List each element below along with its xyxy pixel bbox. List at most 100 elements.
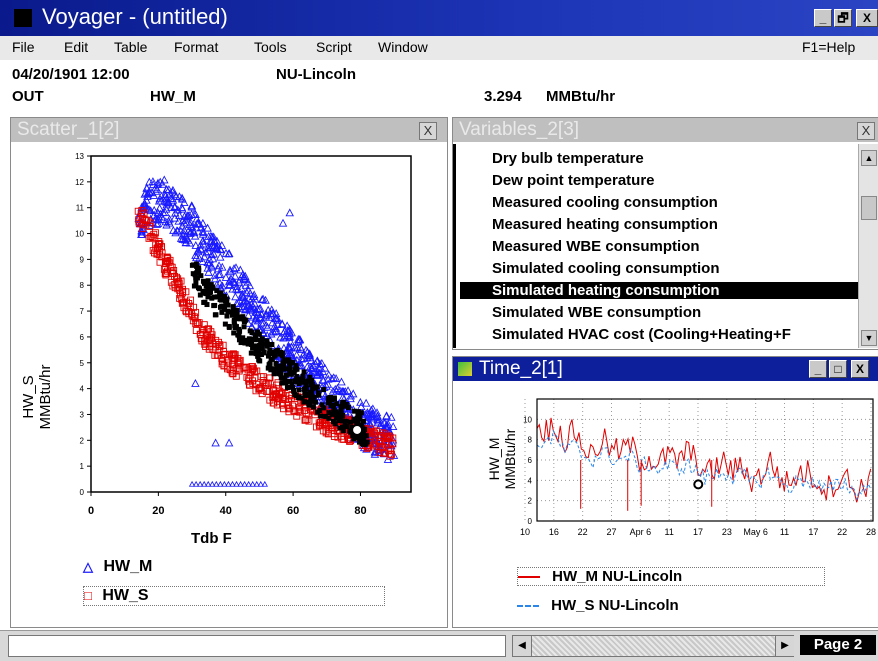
minimize-button[interactable]: _ [814, 9, 832, 27]
dense-overlap-point [331, 402, 337, 408]
hw-m-point [225, 275, 235, 284]
variable-item[interactable]: Measured cooling consumption [492, 194, 718, 211]
scroll-right-arrow-icon[interactable]: ▶ [775, 636, 794, 656]
dense-overlap-point [351, 408, 357, 414]
hw-m-point [154, 212, 164, 221]
variable-item[interactable]: Dew point temperature [492, 172, 655, 189]
hw-m-point [224, 281, 234, 290]
scatter-y-tick-label: 13 [75, 152, 84, 161]
app-icon[interactable] [14, 9, 32, 27]
time-close-button[interactable]: X [851, 360, 869, 378]
variables-title-bar[interactable]: Variables_2[3] [453, 118, 878, 142]
hw-s-point [240, 364, 248, 372]
scroll-up-arrow-icon[interactable]: ▲ [861, 150, 877, 166]
close-app-button[interactable]: X [856, 9, 878, 27]
hw-m-point [232, 282, 242, 290]
scatter-y-tick-label: 9 [80, 255, 85, 264]
time-title-bar[interactable]: Time_2[1] [453, 357, 878, 381]
page-indicator[interactable]: Page 2 [800, 635, 876, 655]
hw-s-point [232, 372, 240, 380]
scroll-left-arrow-icon[interactable]: ◀ [513, 636, 532, 656]
scatter-close-button[interactable]: X [419, 122, 437, 140]
variable-item[interactable]: Simulated cooling consumption [492, 260, 720, 277]
menu-file[interactable]: File [12, 39, 35, 55]
hw-m-point [170, 202, 180, 210]
hw-s-point [189, 317, 197, 325]
hw-m-point [143, 192, 152, 200]
hw-m-point [245, 288, 255, 297]
dense-overlap-point [230, 312, 236, 318]
hw-s-point [260, 379, 268, 386]
variable-item[interactable]: Measured WBE consumption [492, 238, 700, 255]
dense-overlap-point [241, 317, 247, 323]
variable-item[interactable]: Simulated WBE consumption [492, 304, 702, 321]
menu-window[interactable]: Window [378, 39, 428, 55]
dense-overlap-point [356, 439, 362, 445]
time-x-tick-label: 11 [780, 527, 789, 537]
hw-m-point [375, 421, 385, 429]
dense-overlap-point [325, 396, 331, 402]
variable-item-selected[interactable]: Simulated heating consumption [460, 282, 878, 299]
time-minimize-button[interactable]: _ [809, 360, 827, 378]
menu-bar: File Edit Table Format Tools Script Wind… [0, 36, 878, 60]
dense-overlap-point [363, 433, 369, 439]
dense-overlap-point [302, 389, 308, 395]
dense-overlap-point [208, 282, 214, 288]
dense-overlap-point [222, 306, 228, 312]
dense-overlap-point [277, 364, 283, 370]
dense-overlap-point [281, 366, 287, 372]
dense-overlap-point [248, 340, 254, 346]
restore-button[interactable]: 🗗 [834, 9, 852, 27]
menu-edit[interactable]: Edit [64, 39, 89, 55]
hw-m-point [346, 394, 355, 403]
menu-format[interactable]: Format [174, 39, 219, 55]
dense-overlap-point [197, 292, 203, 298]
time-legend-hws-label: HW_S NU-Lincoln [551, 597, 679, 614]
hw-m-point [213, 480, 220, 487]
time-y-label: HW_M MMBtu/hr [486, 404, 518, 514]
dense-overlap-point [189, 262, 195, 268]
hw-m-point [253, 305, 262, 313]
scatter-title-bar[interactable]: Scatter_1[2] [11, 118, 447, 142]
hw-m-point [228, 284, 237, 293]
menu-table[interactable]: Table [114, 39, 148, 55]
dense-overlap-point [240, 335, 246, 341]
scatter-legend-hws[interactable]: □ HW_S [83, 586, 385, 606]
dense-overlap-point [259, 343, 265, 349]
hw-s-point [156, 258, 164, 266]
hw-s-point [148, 232, 156, 240]
hw-s-point [197, 330, 205, 338]
hw-m-point [257, 310, 266, 319]
variables-scrollbar[interactable]: ▲ ▼ [858, 144, 878, 348]
hw-m-point [230, 271, 240, 280]
scatter-y-tick-label: 0 [80, 488, 85, 497]
variable-item[interactable]: Dry bulb temperature [492, 150, 644, 167]
scroll-down-arrow-icon[interactable]: ▼ [861, 330, 877, 346]
hw-s-point [187, 296, 195, 304]
hw-m-point [181, 238, 191, 247]
dense-overlap-point [300, 373, 306, 379]
menu-tools[interactable]: Tools [254, 39, 287, 55]
page-scrollbar[interactable]: ◀ ▶ [512, 635, 794, 657]
scroll-thumb[interactable] [861, 196, 877, 220]
variable-item[interactable]: Simulated HVAC cost (Cooling+Heating+F [492, 326, 791, 343]
dense-overlap-point [226, 323, 232, 329]
time-y-tick-label: 10 [523, 415, 532, 424]
dense-overlap-point [196, 286, 202, 292]
dense-overlap-point [235, 332, 241, 338]
scatter-y-tick-label: 12 [75, 178, 84, 187]
hw-m-point [226, 267, 235, 276]
time-y-label-var: HW_M [486, 437, 502, 481]
hw-m-point [285, 333, 294, 341]
hw-s-point [151, 249, 158, 257]
dense-overlap-point [310, 386, 316, 392]
time-maximize-button[interactable]: □ [829, 360, 847, 378]
time-chart: 0 2 4 6 8 10 10 16 22 27 Apr 6 11 17 23 May 6 11 17 22 28 [520, 398, 876, 537]
dense-overlap-point [351, 436, 357, 442]
variable-item[interactable]: Measured heating consumption [492, 216, 718, 233]
menu-script[interactable]: Script [316, 39, 352, 55]
variables-close-button[interactable]: X [857, 122, 875, 140]
variables-list[interactable]: Dry bulb temperature Dew point temperatu… [453, 144, 878, 348]
time-legend-hwm[interactable]: HW_M NU-Lincoln [517, 567, 825, 586]
dense-overlap-point [211, 303, 217, 309]
